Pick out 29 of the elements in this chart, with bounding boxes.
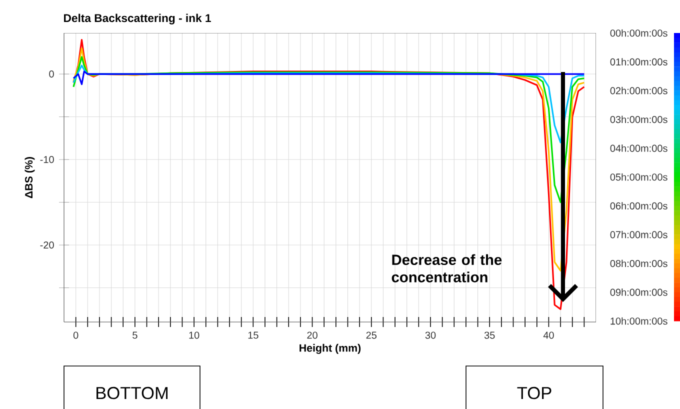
y-tick-label: -20 (40, 242, 54, 249)
annotation: Decrease of the concentration (392, 254, 502, 282)
chart-title: Delta Backscattering - ink 1 (64, 14, 211, 24)
x-tick-label: 35 (484, 332, 495, 339)
color-bar-label: 08h:00m:00s (610, 260, 668, 268)
x-tick-label: 30 (425, 332, 436, 339)
text: TOP (517, 386, 552, 400)
x-tick-label: 25 (366, 332, 377, 339)
x-tick-label: 40 (543, 332, 554, 339)
color-bar-label: 03h:00m:00s (610, 116, 668, 124)
y-tick-label: -10 (40, 156, 54, 164)
color-bar-label: 04h:00m:00s (610, 144, 668, 152)
color-bar-label: 01h:00m:00s (610, 58, 668, 66)
color-bar-label: 10h:00m:00s (610, 317, 668, 325)
text: BOTTOM (96, 386, 168, 400)
x-tick-label: 0 (73, 332, 78, 339)
y-tick-label: 0 (49, 70, 54, 78)
x-tick-label: 20 (307, 332, 318, 339)
x-tick-label: 15 (248, 332, 258, 339)
x-tick-label: 5 (132, 332, 138, 339)
color-bar-label: 00h:00m:00s (610, 29, 668, 37)
color-bar-label: 07h:00m:00s (610, 230, 668, 238)
x-tick-label: 10 (189, 332, 200, 339)
color-bar-label: 05h:00m:00s (610, 173, 668, 181)
x-axis-title: Height (mm) (300, 344, 361, 354)
color-bar-label: 02h:00m:00s (610, 86, 668, 94)
color-bar-label: 06h:00m:00s (610, 202, 668, 210)
y-axis-title: ΔBS (%) (24, 157, 35, 198)
color-bar-label: 09h:00m:00s (610, 288, 668, 296)
